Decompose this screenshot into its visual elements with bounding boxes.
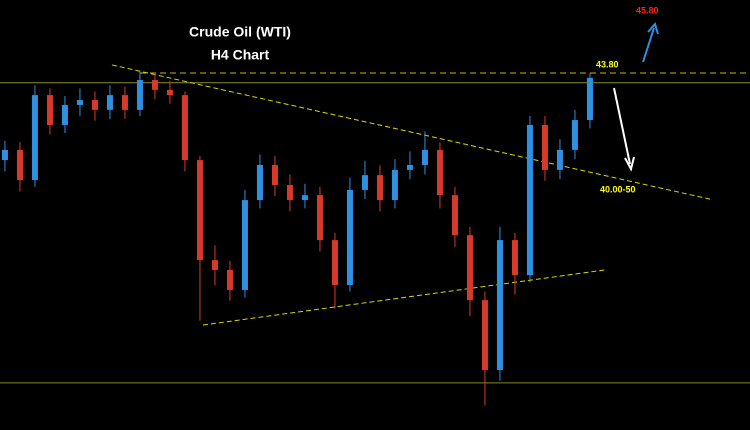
candle-body [181,95,188,161]
candle-body [556,149,563,170]
trend-line [111,64,711,200]
candle-body [331,240,338,286]
candle-body [91,100,98,110]
candle-body [406,164,413,170]
level-label: 43.80 [596,59,619,69]
chart-subtitle: H4 Chart [211,47,270,63]
candle-body [436,149,443,196]
candle-body [391,169,398,201]
candle-body [571,120,578,150]
candle-body [31,95,38,181]
candle-body [241,200,248,290]
candle-body [346,189,353,286]
candle-body [256,164,263,201]
candle-body [481,300,488,370]
candle-body [61,104,68,125]
candle-body [151,80,158,90]
candle-body [421,149,428,165]
candle-body [526,124,533,276]
up-arrow [642,21,659,63]
candle-body [271,164,278,185]
trend-line [202,269,606,326]
candle-body [226,269,233,290]
candle-body [76,100,83,105]
candle-body [211,260,218,270]
candle-body [121,95,128,110]
candle-body [136,80,143,110]
candle-body [196,160,203,261]
chart-title: Crude Oil (WTI) [189,24,291,40]
candle-body [46,95,53,125]
candle-body [106,95,113,110]
annotation: 40.00-50 [600,184,636,194]
plot: 43.80 45.80 40.00-50 [0,5,750,406]
candle-body [541,124,548,170]
candle-body [1,149,8,161]
down-arrow [613,87,635,172]
candle-body [361,175,368,190]
candle-body [376,175,383,201]
annotation: 45.80 [636,5,659,15]
candle-body [586,77,593,121]
candle-body [301,195,308,201]
candle-body [286,184,293,201]
candle-body [511,240,518,276]
candle-body [166,89,173,96]
candle-body [451,195,458,236]
candle-body [466,235,473,301]
candle-body [16,149,23,181]
candle-body [316,195,323,241]
candle-body [496,240,503,370]
